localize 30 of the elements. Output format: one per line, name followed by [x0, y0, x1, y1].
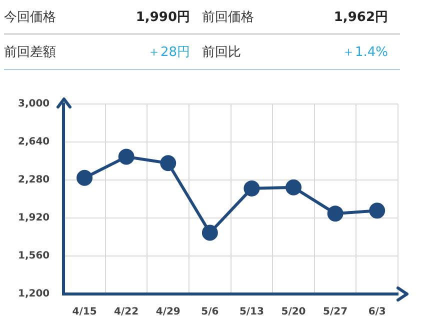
x-tick-label: 5/6	[201, 306, 219, 318]
text: ＋1.4%	[340, 44, 389, 61]
text: ＋28円	[146, 44, 191, 61]
text: 前回比	[202, 44, 242, 61]
y-tick-label: 3,000	[18, 98, 50, 110]
y-tick-label: 1,920	[18, 212, 50, 224]
x-tick-label: 4/29	[156, 306, 180, 318]
point	[327, 206, 344, 222]
text: 1,990円	[134, 8, 191, 26]
point	[160, 155, 176, 172]
point	[369, 202, 386, 219]
y-tick-label: 2,640	[18, 136, 50, 148]
point	[286, 179, 302, 196]
text: 前回差額	[4, 44, 57, 61]
y-tick-label: 2,280	[18, 174, 50, 186]
text: 前回価格	[202, 8, 255, 26]
x-tick-label: 4/22	[114, 306, 139, 318]
point	[76, 170, 93, 186]
y-tick-label: 1,560	[18, 250, 50, 262]
x-tick-label: 5/27	[323, 306, 348, 318]
point	[118, 148, 134, 165]
x-tick-label: 6/3	[368, 306, 386, 318]
x-tick-label: 4/15	[72, 306, 97, 318]
text: 1,962円	[332, 8, 389, 26]
text: 今回価格	[4, 8, 57, 26]
point	[202, 224, 218, 241]
y-tick-label: 1,200	[18, 288, 50, 300]
x-tick-label: 5/20	[281, 306, 306, 318]
point	[244, 180, 260, 196]
x-tick-label: 5/13	[239, 306, 264, 318]
